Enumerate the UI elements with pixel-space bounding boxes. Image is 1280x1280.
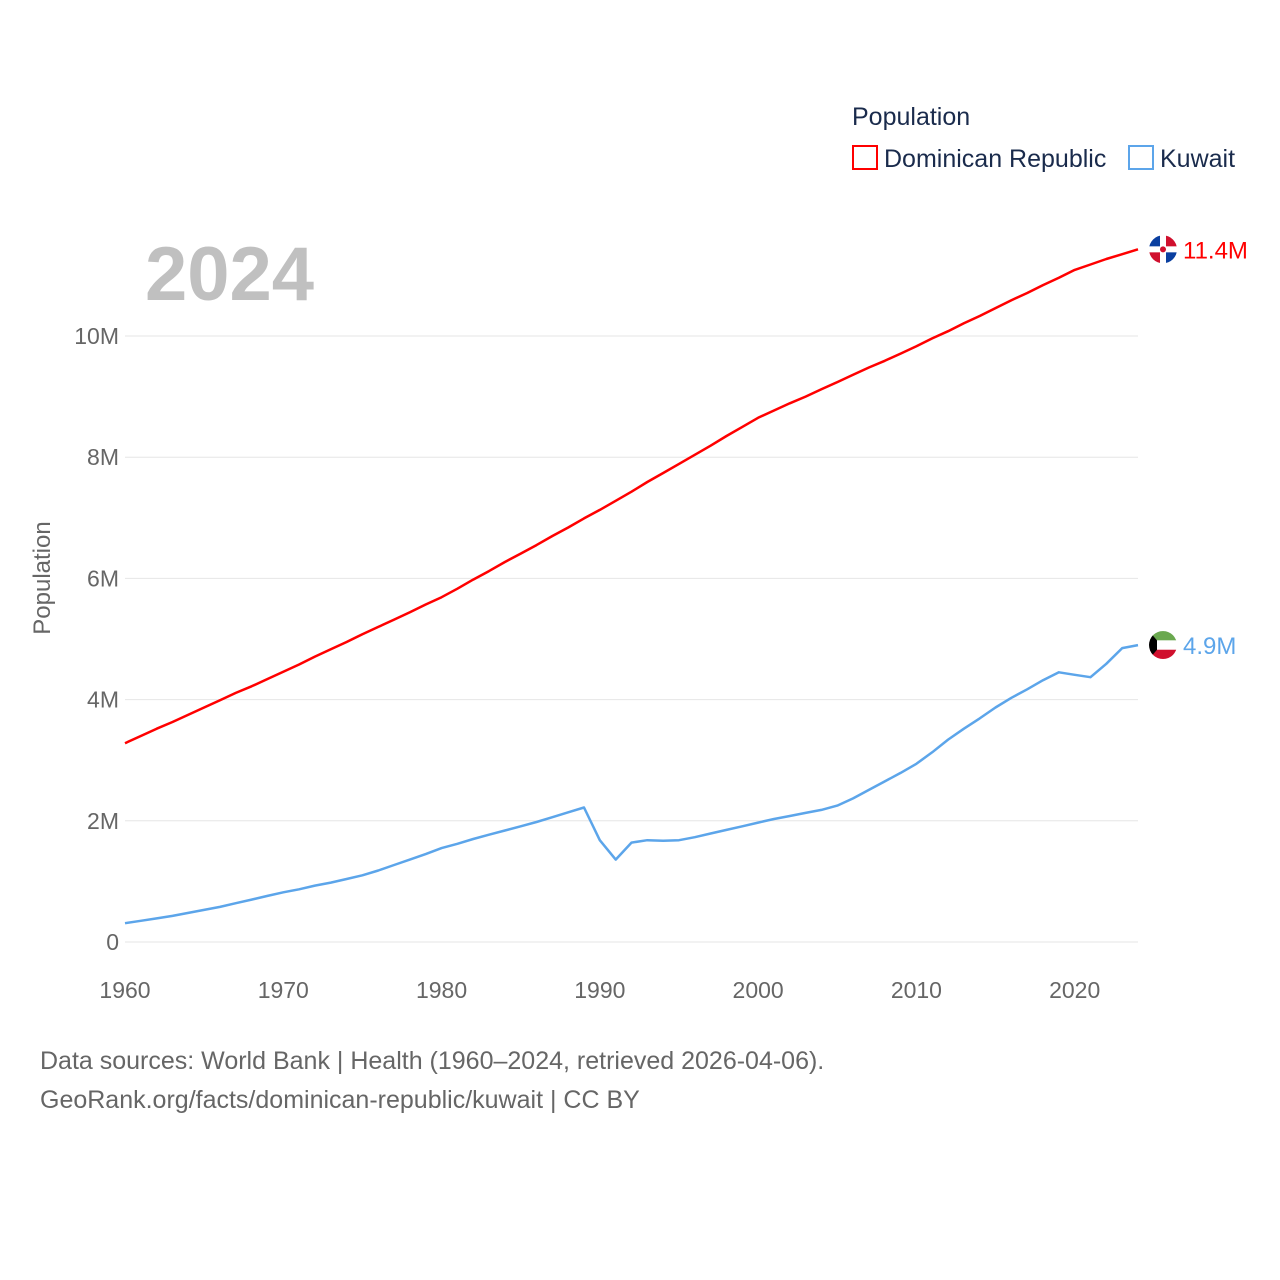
y-tick-label: 0	[106, 929, 119, 955]
y-tick-label: 10M	[74, 323, 119, 349]
x-tick-label: 2000	[733, 977, 784, 1003]
x-tick-label: 1980	[416, 977, 467, 1003]
legend: Population Dominican Republic Kuwait	[852, 103, 1235, 173]
x-tick-label: 1990	[574, 977, 625, 1003]
legend-item-dominican-republic[interactable]: Dominican Republic	[852, 145, 1106, 173]
kuwait-flag-icon	[1149, 631, 1177, 660]
dominican-republic-flag-icon	[1149, 235, 1177, 264]
source-line-1: Data sources: World Bank | Health (1960–…	[40, 1047, 824, 1075]
legend-title: Population	[852, 103, 970, 131]
source-line-2: GeoRank.org/facts/dominican-republic/kuw…	[40, 1086, 640, 1114]
x-tick-label: 2020	[1049, 977, 1100, 1003]
legend-label: Kuwait	[1160, 145, 1235, 173]
end-value-label: 4.9M	[1183, 633, 1236, 660]
y-axis-label: Population	[29, 521, 56, 634]
legend-item-kuwait[interactable]: Kuwait	[1128, 145, 1235, 173]
legend-swatch	[852, 145, 878, 170]
y-tick-label: 8M	[87, 444, 119, 470]
y-tick-label: 2M	[87, 808, 119, 834]
y-tick-label: 4M	[87, 687, 119, 713]
series-lines: 11.4M 4.9M	[124, 235, 1248, 925]
year-label: 2024	[145, 232, 314, 317]
grid-lines	[125, 335, 1138, 943]
x-axis-ticks: 1960 1970 1980 1990 2000 2010 2020	[99, 977, 1100, 1003]
y-axis-ticks: 0 2M 4M 6M 8M 10M	[74, 323, 119, 955]
series-line-dominican-republic	[124, 248, 1139, 745]
x-tick-label: 2010	[891, 977, 942, 1003]
legend-swatch	[1128, 145, 1154, 170]
end-value-label: 11.4M	[1183, 237, 1248, 264]
legend-label: Dominican Republic	[884, 145, 1106, 173]
y-tick-label: 6M	[87, 565, 119, 591]
x-tick-label: 1960	[99, 977, 150, 1003]
series-line-kuwait	[124, 643, 1139, 925]
x-tick-label: 1970	[258, 977, 309, 1003]
